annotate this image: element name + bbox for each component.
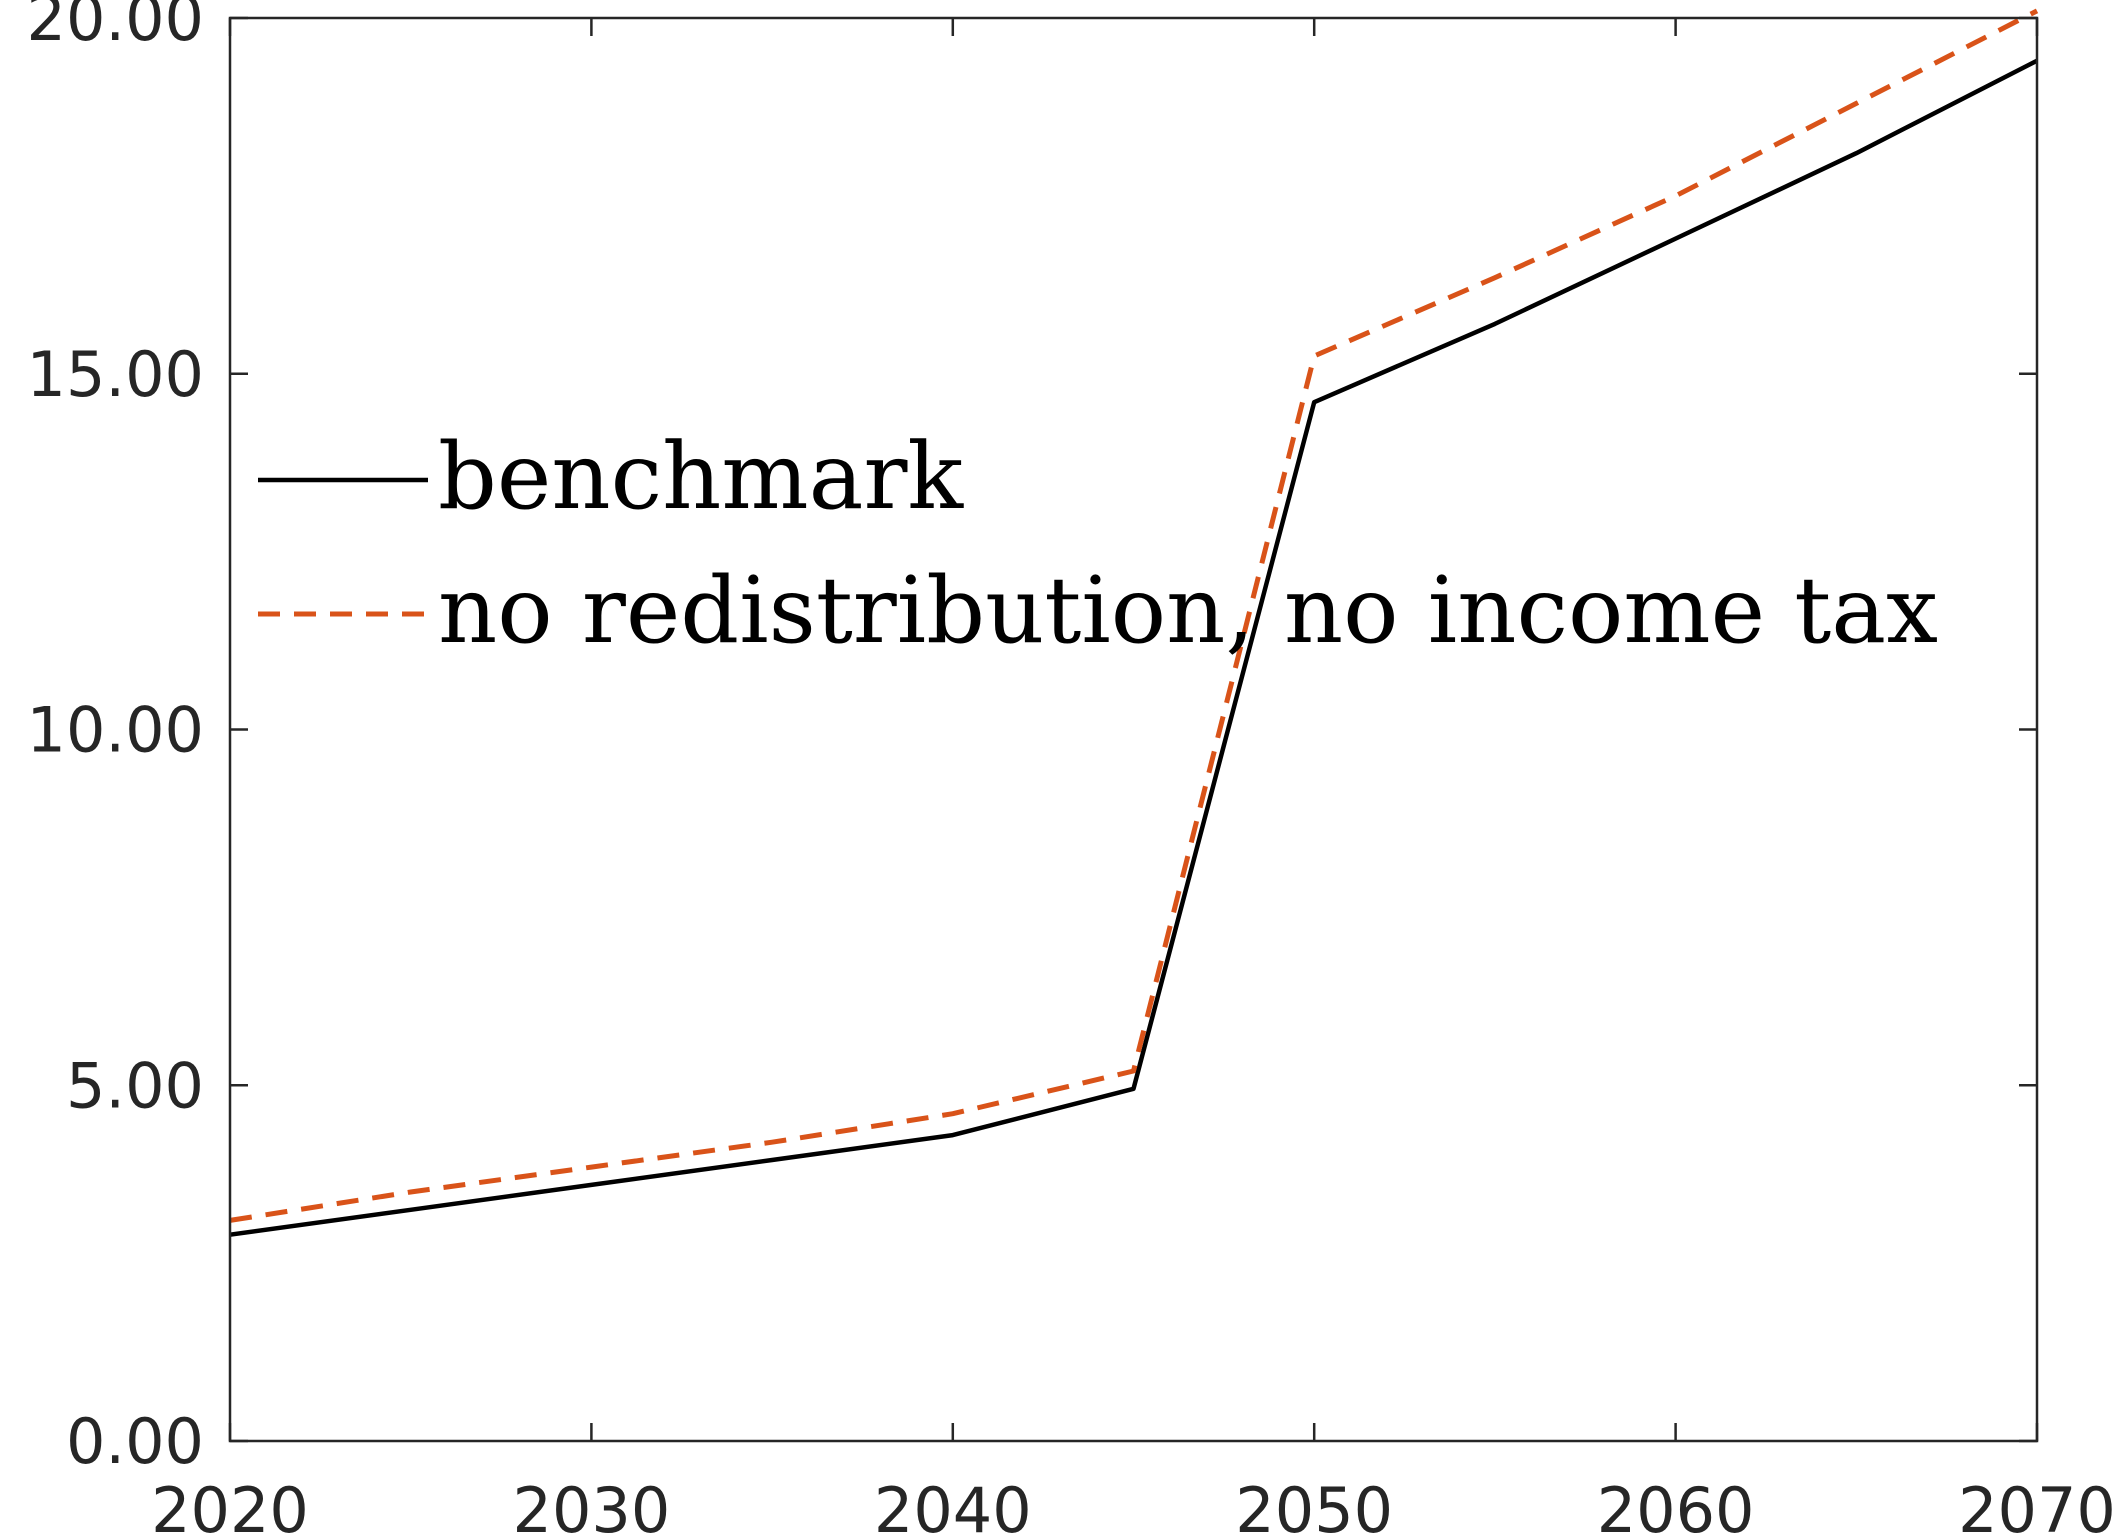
x-tick-label: 2020 <box>151 1474 309 1539</box>
legend-label-1: benchmark <box>438 423 964 530</box>
y-tick-label: 20.00 <box>27 0 205 55</box>
y-tick-label: 5.00 <box>66 1049 204 1122</box>
x-tick-label: 2030 <box>513 1474 671 1539</box>
x-tick-label: 2070 <box>1958 1474 2116 1539</box>
x-tick-label: 2050 <box>1235 1474 1393 1539</box>
y-tick-label: 15.00 <box>27 338 205 411</box>
plot-background <box>230 18 2037 1441</box>
y-tick-label: 0.00 <box>66 1405 204 1478</box>
x-tick-label: 2060 <box>1597 1474 1755 1539</box>
y-tick-label: 10.00 <box>27 694 205 767</box>
legend: benchmark no redistribution, no income ta… <box>258 423 1938 664</box>
legend-label-2: no redistribution, no income tax <box>438 557 1938 664</box>
x-tick-label: 2040 <box>874 1474 1032 1539</box>
series-line-1 <box>229 58 2039 1237</box>
series-line-2 <box>229 8 2039 1223</box>
series-layer <box>229 8 2039 1237</box>
axes-layer: 2020 2030 2040 2050 2060 2070 0.00 5.00 10.00 15.… <box>27 0 2116 1539</box>
